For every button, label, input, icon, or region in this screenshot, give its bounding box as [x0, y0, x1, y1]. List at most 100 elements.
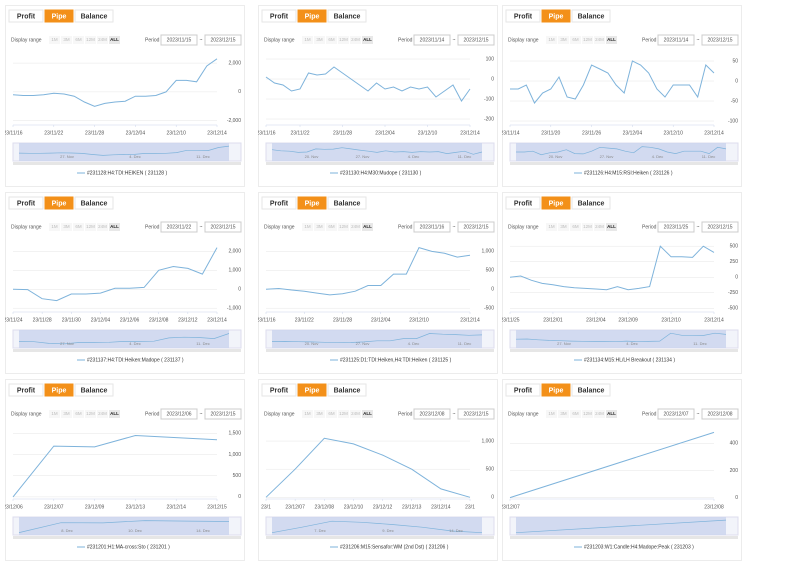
period-date[interactable]: 2023/11/16: [420, 224, 445, 230]
range-button[interactable]: [314, 410, 325, 418]
range-button[interactable]: [350, 36, 361, 44]
period-input[interactable]: [701, 34, 739, 46]
range-button[interactable]: [338, 36, 349, 44]
range-button-label[interactable]: 12M: [86, 224, 95, 229]
tab-label[interactable]: Balance: [578, 200, 605, 207]
tab[interactable]: [297, 196, 327, 210]
period-input[interactable]: [701, 408, 739, 420]
tab-label[interactable]: Pipe: [549, 200, 564, 207]
range-button[interactable]: [302, 36, 313, 44]
tab-label[interactable]: Pipe: [305, 387, 320, 394]
range-button-label[interactable]: 12M: [583, 224, 592, 229]
range-button[interactable]: [362, 223, 373, 231]
range-button-label[interactable]: 12M: [339, 224, 348, 229]
tab-label[interactable]: Profit: [270, 387, 289, 394]
navigator-scrollbar[interactable]: [13, 162, 241, 165]
range-button[interactable]: [314, 223, 325, 231]
range-button-label[interactable]: 3M: [560, 37, 567, 42]
legend-label[interactable]: #231125:D1:TDI:Heiken,H4:TDI:Heiken ( 23…: [340, 357, 452, 363]
range-button-label[interactable]: ALL: [607, 411, 616, 416]
period-date[interactable]: 2023/12/15: [463, 411, 488, 417]
legend-label[interactable]: #231126:H4:M15:RSI:Heiken ( 231126 ): [584, 170, 673, 176]
range-button-label[interactable]: 6M: [572, 411, 579, 416]
tab[interactable]: [327, 383, 367, 397]
tab[interactable]: [297, 383, 327, 397]
range-button[interactable]: [97, 36, 108, 44]
range-button-label[interactable]: 6M: [572, 37, 579, 42]
range-button-label[interactable]: 1M: [51, 224, 58, 229]
tab[interactable]: [505, 9, 541, 23]
range-button-label[interactable]: ALL: [363, 37, 372, 42]
tab[interactable]: [571, 9, 611, 23]
range-button-label[interactable]: ALL: [110, 224, 119, 229]
range-button-label[interactable]: 3M: [63, 411, 70, 416]
tab-label[interactable]: Profit: [17, 387, 36, 394]
period-input[interactable]: [413, 34, 451, 46]
range-button-label[interactable]: 24M: [351, 224, 360, 229]
range-button[interactable]: [570, 410, 581, 418]
tab[interactable]: [327, 196, 367, 210]
range-button-label[interactable]: 1M: [51, 411, 58, 416]
range-button-label[interactable]: 24M: [98, 224, 107, 229]
range-button[interactable]: [109, 410, 120, 418]
range-button-label[interactable]: 1M: [548, 37, 555, 42]
tab-label[interactable]: Profit: [17, 13, 36, 20]
range-button[interactable]: [546, 36, 557, 44]
navigator-scrollbar[interactable]: [266, 162, 494, 165]
period-input[interactable]: [457, 408, 495, 420]
legend-label[interactable]: #231201:H1:MA-cross:Sto ( 231201 ): [87, 544, 170, 550]
range-button-label[interactable]: 24M: [595, 224, 604, 229]
tab-label[interactable]: Pipe: [549, 387, 564, 394]
period-input[interactable]: [657, 408, 695, 420]
range-button[interactable]: [362, 36, 373, 44]
range-button[interactable]: [350, 223, 361, 231]
tab[interactable]: [541, 9, 571, 23]
range-button-label[interactable]: 6M: [328, 411, 335, 416]
tab-label[interactable]: Balance: [334, 200, 361, 207]
tab-label[interactable]: Pipe: [305, 13, 320, 20]
range-button[interactable]: [558, 410, 569, 418]
range-button-label[interactable]: 12M: [86, 37, 95, 42]
period-date[interactable]: 2023/12/15: [707, 224, 732, 230]
range-button[interactable]: [326, 410, 337, 418]
tab-label[interactable]: Balance: [578, 13, 605, 20]
tab[interactable]: [327, 9, 367, 23]
period-input[interactable]: [657, 221, 695, 233]
tab[interactable]: [44, 383, 74, 397]
range-button[interactable]: [570, 36, 581, 44]
tab[interactable]: [297, 9, 327, 23]
period-date[interactable]: 2023/11/22: [167, 224, 192, 230]
tab-label[interactable]: Profit: [270, 200, 289, 207]
range-button-label[interactable]: 12M: [583, 411, 592, 416]
range-button[interactable]: [49, 410, 60, 418]
tab-label[interactable]: Profit: [514, 200, 533, 207]
range-button[interactable]: [314, 36, 325, 44]
navigator-scrollbar[interactable]: [510, 536, 738, 539]
range-button[interactable]: [109, 36, 120, 44]
tab[interactable]: [44, 196, 74, 210]
range-button[interactable]: [109, 223, 120, 231]
range-button[interactable]: [97, 223, 108, 231]
period-date[interactable]: 2023/12/15: [210, 224, 235, 230]
period-date[interactable]: 2023/11/15: [167, 37, 192, 43]
range-button-label[interactable]: 6M: [75, 224, 82, 229]
legend-label[interactable]: #231130:H4:M30:Mudope ( 231130 ): [340, 170, 422, 176]
period-input[interactable]: [204, 34, 242, 46]
navigator-scrollbar[interactable]: [13, 349, 241, 352]
range-button-label[interactable]: 24M: [98, 37, 107, 42]
range-button-label[interactable]: 3M: [63, 37, 70, 42]
tab-label[interactable]: Pipe: [52, 200, 67, 207]
period-date[interactable]: 2023/11/14: [420, 37, 445, 43]
range-button-label[interactable]: 6M: [75, 37, 82, 42]
range-button[interactable]: [61, 223, 72, 231]
period-input[interactable]: [413, 408, 451, 420]
range-button[interactable]: [326, 223, 337, 231]
navigator-scrollbar[interactable]: [266, 349, 494, 352]
range-button[interactable]: [606, 36, 617, 44]
tab-label[interactable]: Pipe: [305, 200, 320, 207]
period-date[interactable]: 2023/12/08: [419, 411, 444, 417]
range-button[interactable]: [73, 410, 84, 418]
range-button[interactable]: [606, 223, 617, 231]
period-input[interactable]: [160, 34, 198, 46]
tab[interactable]: [541, 383, 571, 397]
